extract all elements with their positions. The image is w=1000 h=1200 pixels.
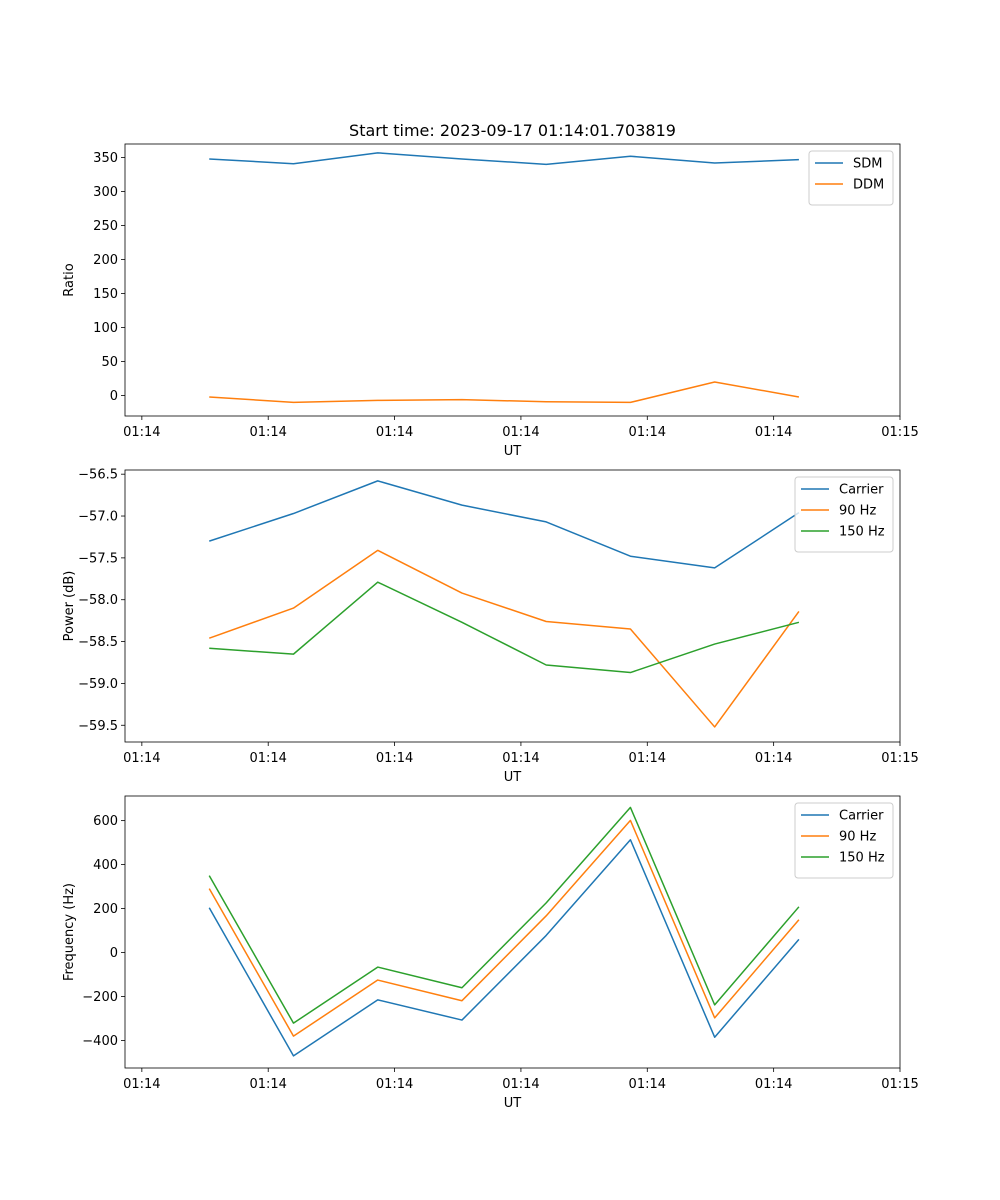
x-tick-label: 01:15 bbox=[881, 1077, 918, 1092]
series-line-90-hz bbox=[208, 819, 800, 1037]
x-tick-label: 01:14 bbox=[502, 425, 539, 440]
y-axis-label: Ratio bbox=[62, 263, 77, 296]
x-tick-label: 01:14 bbox=[755, 1077, 792, 1092]
x-tick-label: 01:14 bbox=[502, 751, 539, 766]
x-tick-label: 01:15 bbox=[881, 751, 918, 766]
legend-label: 150 Hz bbox=[839, 525, 885, 540]
legend-label: SDM bbox=[853, 157, 882, 172]
plot-frame bbox=[124, 795, 901, 1069]
x-tick-label: 01:14 bbox=[249, 1077, 286, 1092]
chart-panel-1: Start time: 2023-09-17 01:14:01.703819 0 5… bbox=[62, 121, 919, 459]
x-tick-label: 01:15 bbox=[881, 425, 918, 440]
series-line-90-hz bbox=[208, 549, 800, 728]
series-line-carrier bbox=[209, 480, 800, 569]
legend-label: Carrier bbox=[839, 809, 884, 824]
series-line-150-hz bbox=[208, 806, 800, 1024]
x-tick-label: 01:14 bbox=[249, 425, 286, 440]
y-tick-label: 200 bbox=[93, 253, 118, 268]
chart-panel-2: −59.5 −59.0 −58.5 −58.0 −57.5 −57.0 −56.5 01:14… bbox=[62, 468, 919, 785]
x-tick-label: 01:14 bbox=[376, 1077, 413, 1092]
chart-panel-3: −400 −200 0 200 400 600 01:14 01:14 01:14 01:14 01… bbox=[62, 795, 919, 1111]
legend: SDM DDM bbox=[808, 150, 894, 206]
plot-frame bbox=[124, 143, 901, 417]
legend-label: DDM bbox=[853, 178, 884, 193]
y-tick-label: 100 bbox=[93, 321, 118, 336]
y-tick-label: 350 bbox=[93, 151, 118, 166]
x-tick-label: 01:14 bbox=[376, 425, 413, 440]
y-axis-label: Frequency (Hz) bbox=[62, 883, 77, 981]
y-axis-label: Power (dB) bbox=[62, 571, 77, 642]
series-line-150-hz bbox=[209, 581, 800, 674]
series-line-sdm bbox=[209, 152, 799, 166]
x-tick-label: 01:14 bbox=[755, 751, 792, 766]
x-tick-label: 01:14 bbox=[629, 425, 666, 440]
series-line-ddm bbox=[209, 381, 800, 404]
y-tick-label: 50 bbox=[101, 355, 118, 370]
y-tick-label: −57.0 bbox=[78, 510, 118, 525]
y-tick-label: −57.5 bbox=[78, 551, 118, 566]
y-tick-label: −58.5 bbox=[78, 635, 118, 650]
legend-label: 90 Hz bbox=[839, 504, 876, 519]
y-tick-label: −56.5 bbox=[78, 468, 118, 483]
legend-label: 150 Hz bbox=[839, 851, 885, 866]
y-tick-label: −400 bbox=[82, 1034, 118, 1049]
x-axis-label: UT bbox=[504, 770, 522, 785]
y-tick-label: 250 bbox=[93, 219, 118, 234]
legend-box bbox=[794, 476, 894, 553]
y-tick-label: 0 bbox=[110, 946, 118, 961]
x-tick-label: 01:14 bbox=[502, 1077, 539, 1092]
y-tick-label: 600 bbox=[93, 814, 118, 829]
x-tick-label: 01:14 bbox=[755, 425, 792, 440]
y-tick-label: 200 bbox=[93, 902, 118, 917]
series-line-carrier bbox=[208, 839, 800, 1057]
y-tick-label: −200 bbox=[82, 990, 118, 1005]
y-tick-label: 0 bbox=[110, 389, 118, 404]
y-tick-label: 300 bbox=[93, 185, 118, 200]
y-tick-label: 150 bbox=[93, 287, 118, 302]
x-axis-label: UT bbox=[504, 1096, 522, 1111]
chart-title: Start time: 2023-09-17 01:14:01.703819 bbox=[349, 121, 676, 140]
legend-box bbox=[808, 150, 894, 206]
y-tick-label: −59.5 bbox=[78, 719, 118, 734]
x-axis-label: UT bbox=[504, 444, 522, 459]
x-tick-label: 01:14 bbox=[629, 751, 666, 766]
x-tick-label: 01:14 bbox=[123, 425, 160, 440]
x-tick-label: 01:14 bbox=[629, 1077, 666, 1092]
x-tick-label: 01:14 bbox=[249, 751, 286, 766]
x-tick-label: 01:14 bbox=[123, 1077, 160, 1092]
legend-box bbox=[794, 802, 894, 879]
x-tick-label: 01:14 bbox=[123, 751, 160, 766]
y-tick-label: 400 bbox=[93, 858, 118, 873]
y-tick-label: −58.0 bbox=[78, 593, 118, 608]
x-tick-label: 01:14 bbox=[376, 751, 413, 766]
y-tick-label: −59.0 bbox=[78, 677, 118, 692]
legend: Carrier 90 Hz 150 Hz bbox=[794, 802, 894, 879]
legend: Carrier 90 Hz 150 Hz bbox=[794, 476, 894, 553]
legend-label: Carrier bbox=[839, 483, 884, 498]
legend-label: 90 Hz bbox=[839, 830, 876, 845]
plot-frame bbox=[124, 469, 901, 743]
